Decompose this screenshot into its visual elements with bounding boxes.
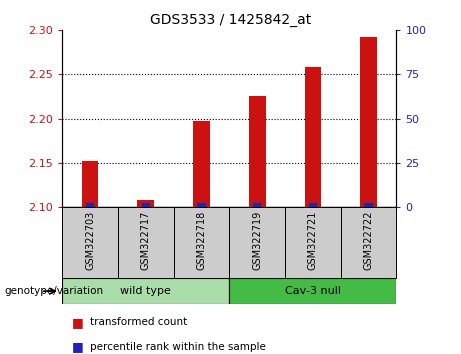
Bar bbox=[137, 200, 154, 207]
Text: GSM322703: GSM322703 bbox=[85, 211, 95, 270]
Bar bbox=[174, 207, 229, 278]
Bar bbox=[249, 96, 266, 207]
Bar bbox=[118, 207, 174, 278]
Bar bbox=[197, 202, 206, 207]
Bar bbox=[365, 202, 373, 207]
Bar bbox=[341, 207, 396, 278]
Text: GSM322718: GSM322718 bbox=[196, 211, 207, 270]
Bar bbox=[86, 202, 94, 207]
Text: GSM322719: GSM322719 bbox=[252, 211, 262, 270]
Bar bbox=[82, 161, 99, 207]
Bar bbox=[62, 278, 229, 304]
Bar bbox=[285, 207, 341, 278]
Bar bbox=[253, 202, 261, 207]
Text: GSM322722: GSM322722 bbox=[364, 211, 373, 270]
Text: GSM322721: GSM322721 bbox=[308, 211, 318, 270]
Text: GSM322717: GSM322717 bbox=[141, 211, 151, 270]
Bar bbox=[309, 202, 317, 207]
Text: ■: ■ bbox=[71, 316, 83, 329]
Bar bbox=[229, 207, 285, 278]
Bar bbox=[62, 207, 118, 278]
Bar bbox=[360, 37, 377, 207]
Text: wild type: wild type bbox=[120, 286, 171, 296]
Bar bbox=[193, 121, 210, 207]
Text: ■: ■ bbox=[71, 341, 83, 353]
Text: transformed count: transformed count bbox=[90, 317, 187, 327]
Bar bbox=[305, 67, 321, 207]
Bar bbox=[229, 278, 396, 304]
Text: GDS3533 / 1425842_at: GDS3533 / 1425842_at bbox=[150, 12, 311, 27]
Bar bbox=[142, 202, 150, 207]
Text: genotype/variation: genotype/variation bbox=[5, 286, 104, 296]
Text: Cav-3 null: Cav-3 null bbox=[285, 286, 341, 296]
Text: percentile rank within the sample: percentile rank within the sample bbox=[90, 342, 266, 352]
